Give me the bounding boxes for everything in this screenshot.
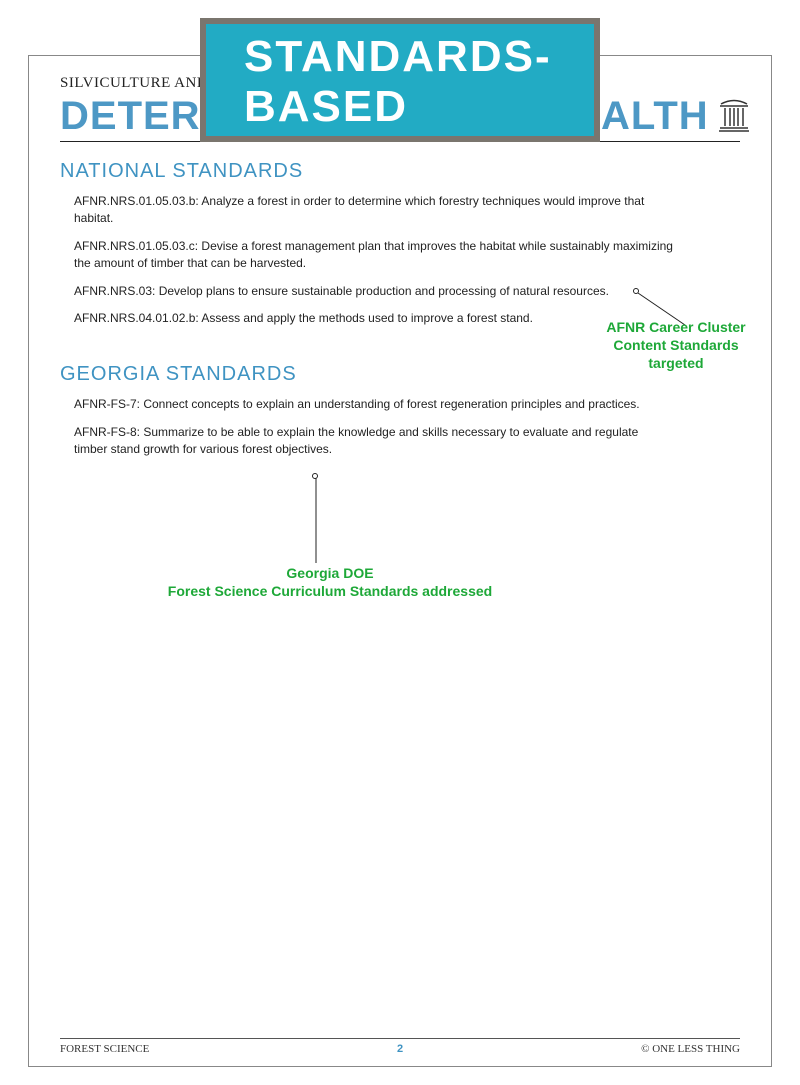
standard-code: AFNR-FS-8: [74, 425, 140, 439]
national-item: AFNR.NRS.01.05.03.c: Devise a forest man… [74, 238, 674, 273]
standard-text: Develop plans to ensure sustainable prod… [155, 284, 609, 298]
standard-text: Summarize to be able to explain the know… [74, 425, 638, 456]
callout-pointer-dot [633, 288, 639, 294]
callout-pointer-line [306, 475, 326, 565]
standard-code: AFNR.NRS.04.01.02.b: [74, 311, 199, 325]
georgia-item: AFNR-FS-7: Connect concepts to explain a… [74, 396, 674, 413]
callout-line: Georgia DOE [160, 564, 500, 582]
standards-banner: STANDARDS-BASED [200, 18, 600, 142]
standard-code: AFNR.NRS.03: [74, 284, 155, 298]
standard-text: Assess and apply the methods used to imp… [199, 311, 533, 325]
footer-page-number: 2 [397, 1043, 403, 1055]
national-item: AFNR.NRS.03: Develop plans to ensure sus… [74, 283, 674, 300]
callout-line: targeted [596, 354, 756, 372]
georgia-item: AFNR-FS-8: Summarize to be able to expla… [74, 424, 674, 459]
national-item: AFNR.NRS.01.05.03.b: Analyze a forest in… [74, 193, 674, 228]
callout-line: Forest Science Curriculum Standards addr… [160, 582, 500, 600]
footer-right: © ONE LESS THING [641, 1043, 740, 1055]
callout-pointer-dot [312, 473, 318, 479]
page-footer: FOREST SCIENCE 2 © ONE LESS THING [60, 1038, 740, 1055]
banner-text: STANDARDS-BASED [244, 32, 556, 132]
afnr-callout: AFNR Career Cluster Content Standards ta… [596, 318, 756, 373]
callout-line: AFNR Career Cluster [596, 318, 756, 336]
standard-text: Connect concepts to explain an understan… [140, 397, 640, 411]
pillar-icon [717, 96, 751, 137]
georgia-callout: Georgia DOE Forest Science Curriculum St… [160, 564, 500, 600]
standard-code: AFNR-FS-7: [74, 397, 140, 411]
national-standards-heading: NATIONAL STANDARDS [60, 160, 740, 183]
standard-code: AFNR.NRS.01.05.03.c: [74, 239, 198, 253]
standard-code: AFNR.NRS.01.05.03.b: [74, 194, 199, 208]
callout-line: Content Standards [596, 336, 756, 354]
footer-left: FOREST SCIENCE [60, 1043, 149, 1055]
national-item: AFNR.NRS.04.01.02.b: Assess and apply th… [74, 310, 674, 327]
